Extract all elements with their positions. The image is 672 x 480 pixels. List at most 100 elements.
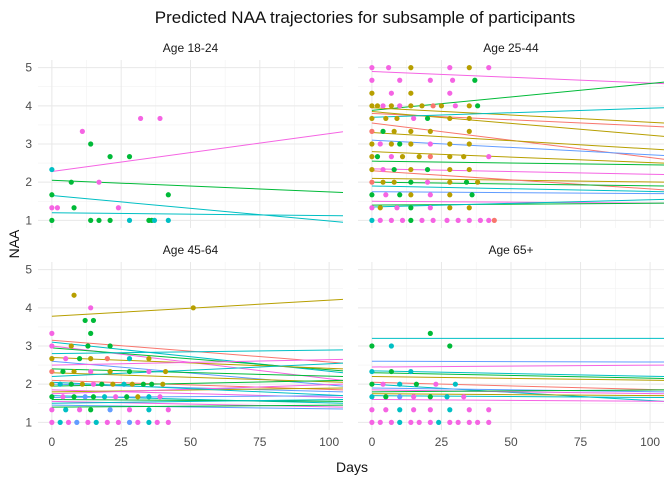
trajectory-line — [51, 368, 343, 378]
facet-strip-label: Age 18-24 — [163, 41, 219, 55]
data-point — [157, 394, 163, 400]
data-point — [475, 103, 481, 109]
data-point — [96, 179, 102, 185]
data-point — [380, 103, 386, 109]
x-tick-label: 100 — [640, 435, 660, 449]
data-point — [463, 179, 470, 185]
data-point — [455, 217, 461, 223]
trajectory-lines — [51, 298, 343, 410]
trajectory-line — [371, 381, 664, 391]
data-point — [408, 368, 414, 375]
data-point — [388, 90, 394, 96]
data-point — [369, 128, 375, 134]
data-point — [444, 394, 450, 400]
data-point — [369, 217, 375, 223]
data-point — [49, 407, 55, 413]
trajectory-line — [371, 364, 664, 368]
data-point — [88, 356, 94, 362]
data-point — [126, 419, 133, 425]
data-point — [408, 192, 414, 198]
data-point — [427, 419, 433, 425]
data-point — [71, 368, 77, 375]
data-point — [49, 381, 55, 387]
observed-points — [49, 115, 171, 223]
x-tick-label: 50 — [504, 435, 518, 449]
data-point — [447, 419, 453, 425]
trajectory-line — [51, 212, 343, 217]
data-point — [408, 166, 414, 173]
data-point — [447, 166, 453, 173]
trajectory-line — [371, 185, 664, 193]
data-point — [430, 103, 436, 109]
data-point — [369, 368, 375, 375]
y-tick-label: 3 — [25, 339, 32, 353]
data-point — [466, 217, 472, 223]
data-point — [408, 90, 414, 96]
data-point — [49, 166, 55, 173]
trajectory-line — [371, 372, 664, 379]
data-point — [447, 179, 453, 185]
data-point — [126, 217, 133, 223]
data-point — [369, 141, 375, 147]
data-point — [369, 419, 375, 425]
data-point — [107, 368, 113, 375]
data-point — [60, 394, 66, 400]
data-point — [397, 381, 403, 387]
data-point — [369, 192, 375, 198]
data-point — [126, 356, 133, 362]
data-point — [93, 419, 99, 425]
data-point — [486, 65, 492, 71]
data-point — [461, 394, 467, 400]
data-point — [388, 368, 394, 375]
data-point — [419, 103, 425, 109]
data-point — [466, 141, 472, 147]
data-point — [447, 343, 453, 349]
data-point — [68, 381, 74, 387]
data-point — [427, 394, 433, 400]
data-point — [447, 141, 453, 147]
data-point — [79, 381, 85, 387]
data-point — [369, 179, 375, 185]
trajectory-line — [51, 298, 343, 317]
data-point — [377, 217, 383, 223]
data-point — [388, 343, 394, 349]
data-point — [76, 407, 83, 413]
data-point — [369, 166, 375, 173]
data-point — [466, 128, 472, 134]
trajectory-line — [371, 181, 664, 187]
data-point — [63, 407, 69, 413]
data-point — [466, 103, 472, 109]
x-tick-label: 0 — [49, 435, 56, 449]
data-point — [74, 419, 80, 425]
trajectory-line — [51, 341, 343, 374]
data-point — [424, 179, 431, 185]
data-point — [146, 394, 152, 400]
y-tick-label: 2 — [25, 175, 32, 189]
data-point — [408, 103, 414, 109]
data-point — [466, 205, 472, 211]
data-point — [438, 103, 445, 109]
data-point — [388, 154, 394, 160]
data-point — [386, 65, 392, 71]
y-tick-label: 2 — [25, 377, 32, 391]
data-point — [466, 65, 472, 71]
data-point — [452, 381, 458, 387]
data-point — [391, 166, 397, 173]
x-tick-label: 75 — [253, 435, 267, 449]
data-point — [126, 368, 133, 375]
data-point — [369, 77, 375, 83]
data-point — [380, 166, 386, 173]
data-point — [82, 317, 88, 324]
data-point — [408, 419, 414, 425]
trajectory-line — [371, 370, 664, 378]
data-point — [408, 128, 414, 134]
data-point — [397, 141, 403, 147]
trajectory-line — [51, 362, 343, 378]
y-tick-label: 4 — [25, 99, 32, 113]
data-point — [146, 419, 152, 425]
x-tick-label: 75 — [574, 435, 588, 449]
data-point — [413, 381, 420, 387]
data-point — [408, 65, 414, 71]
data-point — [486, 419, 492, 425]
data-point — [447, 205, 453, 211]
